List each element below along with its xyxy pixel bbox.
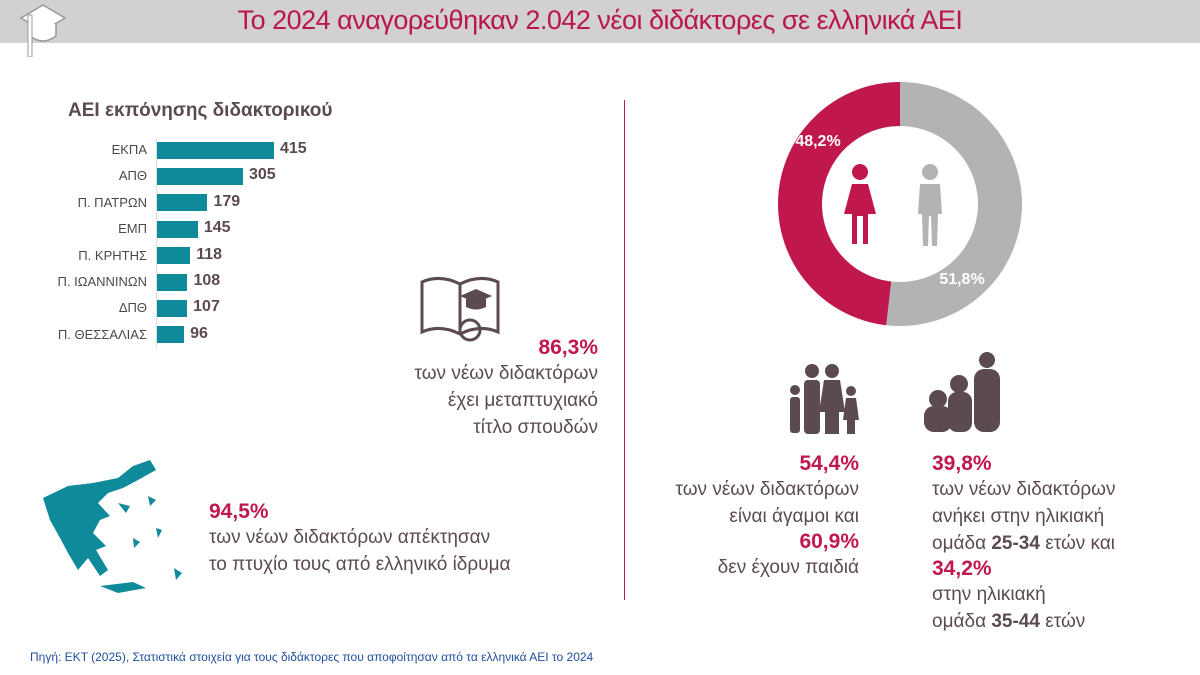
age-text: στην ηλικιακή	[932, 584, 1046, 605]
age-35-44-pct: 34,2%	[932, 557, 992, 580]
male-pct-label: 51,8%	[939, 271, 984, 288]
bar-value: 415	[280, 140, 307, 157]
bar	[157, 326, 185, 344]
masters-text: τίτλο σπουδών	[473, 417, 598, 438]
female-icon	[844, 164, 876, 244]
greece-map-icon	[43, 460, 182, 593]
family-text: των νέων διδακτόρων	[675, 479, 859, 500]
gender-donut-chart: 48,2% 51,8%	[778, 82, 1023, 327]
bar-value: 96	[190, 324, 208, 342]
bar-label: ΑΠΘ	[118, 168, 147, 184]
family-stat: 54,4% των νέων διδακτόρων είναι άγαμοι κ…	[640, 452, 859, 581]
family-icon	[790, 364, 859, 434]
family-text: είναι άγαμοι και	[729, 506, 859, 527]
donut-slice-male	[886, 82, 1023, 327]
divider	[624, 100, 625, 600]
bar-label: Π. ΙΩΑΝΝΙΝΩΝ	[57, 274, 148, 289]
greece-pct: 94,5%	[209, 500, 269, 523]
masters-text: έχει μεταπτυχιακό	[447, 390, 598, 411]
masters-text: των νέων διδακτόρων	[414, 363, 598, 384]
bar	[157, 273, 188, 291]
greece-text: των νέων διδακτόρων απέκτησαν	[209, 527, 491, 548]
bar-label: Π. ΠΑΤΡΩΝ	[77, 194, 147, 210]
masters-stat: 86,3% των νέων διδακτόρων έχει μεταπτυχι…	[380, 336, 598, 441]
bar-value: 118	[196, 245, 223, 263]
masters-pct: 86,3%	[538, 336, 598, 359]
age-text: ομάδα 25-34 ετών και	[932, 533, 1116, 554]
bar	[157, 299, 188, 317]
age-groups-icon	[924, 352, 1000, 432]
bar	[157, 247, 191, 265]
bar-label: Π. ΘΕΣΣΑΛΙΑΣ	[57, 326, 147, 342]
page-title: Το 2024 αναγορεύθηκαν 2.042 νέοι διδάκτο…	[237, 5, 963, 35]
age-text: ανήκει στην ηλικιακή	[932, 506, 1105, 527]
source-note: Πηγή: ΕΚΤ (2025), Στατιστικά στοιχεία γι…	[30, 650, 594, 664]
male-icon	[918, 164, 942, 246]
unmarried-pct: 54,4%	[799, 452, 859, 475]
bar-value: 108	[193, 272, 221, 289]
bar-value: 145	[203, 219, 231, 237]
bar-value: 305	[248, 166, 276, 184]
bar-label: ΕΜΠ	[118, 221, 147, 237]
bar-label: ΔΠΘ	[118, 300, 147, 316]
age-text: ομάδα 35-44 ετών	[932, 611, 1086, 632]
bar-value: 107	[193, 298, 220, 316]
bar	[157, 167, 243, 185]
header-bar	[0, 0, 1200, 43]
bar	[157, 141, 274, 159]
bar-chart-title: ΑΕΙ εκπόνησης διδακτορικού	[68, 100, 333, 121]
age-text: των νέων διδακτόρων	[932, 479, 1116, 500]
bar-label: ΕΚΠΑ	[111, 142, 147, 157]
greece-stat: 94,5% των νέων διδακτόρων απέκτησαν το π…	[209, 500, 511, 578]
no-children-pct: 60,9%	[799, 530, 859, 553]
female-pct-label: 48,2%	[795, 133, 840, 150]
age-25-34-pct: 39,8%	[932, 452, 992, 475]
graduation-cap-icon	[19, 4, 67, 57]
bar-axis	[156, 138, 157, 348]
greece-text: το πτυχίο τους από ελληνικό ίδρυμα	[209, 554, 511, 575]
bar	[157, 194, 208, 212]
donut-slice-female	[778, 82, 900, 326]
bar-value: 179	[213, 192, 241, 210]
bar-label: Π. ΚΡΗΤΗΣ	[78, 247, 147, 263]
diploma-book-icon	[420, 277, 500, 342]
bar	[157, 220, 198, 238]
age-stat: 39,8% των νέων διδακτόρων ανήκει στην ηλ…	[932, 452, 1116, 635]
family-text: δεν έχουν παιδιά	[717, 557, 859, 578]
